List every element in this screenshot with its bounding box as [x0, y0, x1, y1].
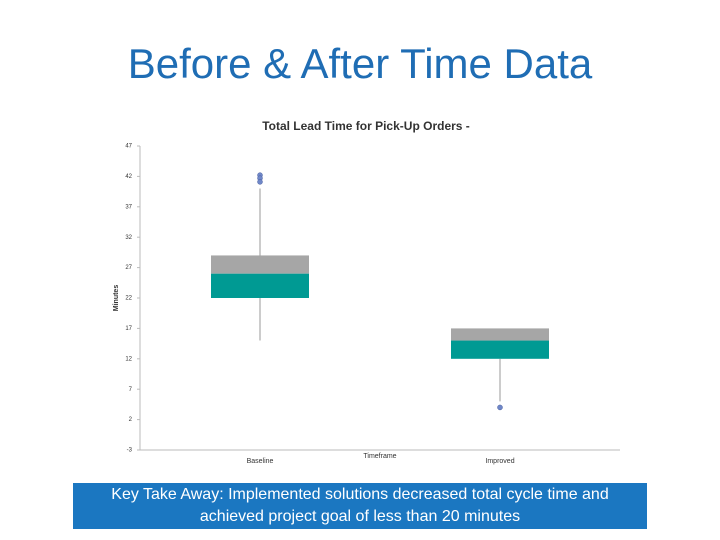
slide-title: Before & After Time Data: [127, 40, 593, 87]
y-axis-label: Minutes: [113, 285, 120, 312]
y-tick-label: 32: [125, 235, 132, 241]
y-tick-label: 27: [125, 265, 132, 271]
box-lower: [211, 273, 309, 298]
x-axis-label: Timeframe: [363, 453, 396, 460]
y-tick-label: 2: [129, 417, 133, 423]
takeaway-box: Key Take Away: Implemented solutions dec…: [73, 483, 647, 529]
y-tick-label: 22: [125, 296, 132, 302]
y-tick-label: 42: [125, 174, 132, 180]
y-tick-label: 47: [125, 144, 132, 150]
box-lower: [451, 340, 549, 359]
outlier: [257, 179, 263, 185]
y-tick-label: 7: [129, 387, 133, 393]
x-tick-label: Improved: [485, 458, 514, 465]
y-tick-label: 12: [125, 356, 132, 362]
y-tick-label: 17: [125, 326, 132, 332]
y-tick-label: 37: [125, 204, 132, 210]
chart: Total Lead Time for Pick-Up Orders - Tim…: [113, 119, 620, 465]
outlier: [497, 404, 503, 411]
chart-title: Total Lead Time for Pick-Up Orders -: [262, 119, 470, 133]
box-upper: [211, 255, 309, 274]
y-tick-label: -3: [127, 448, 133, 454]
box-upper: [451, 328, 549, 341]
x-tick-label: Baseline: [247, 458, 274, 465]
